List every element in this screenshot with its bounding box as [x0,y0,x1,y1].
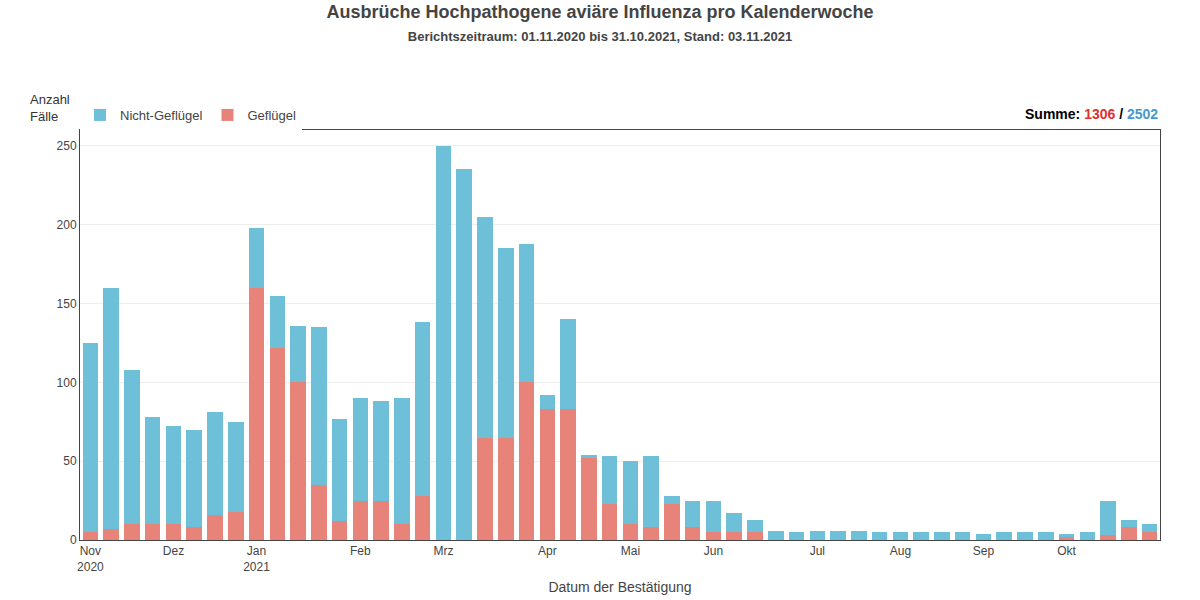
svg-text:Aug: Aug [890,544,911,558]
svg-text:Ausbrüche Hochpathogene aviäre: Ausbrüche Hochpathogene aviäre Influenza… [326,2,873,44]
svg-text:Mrz: Mrz [433,544,453,558]
svg-text:50: 50 [63,454,77,468]
svg-text:100: 100 [57,376,77,390]
svg-text:Feb: Feb [350,544,371,558]
svg-text:Dez: Dez [163,544,184,558]
svg-text:Mai: Mai [621,544,640,558]
svg-text:Summe: 1306 / 2502: Summe: 1306 / 2502 [1025,106,1158,122]
svg-text:Geflügel: Geflügel [247,108,296,123]
svg-text:150: 150 [57,297,77,311]
svg-text:Jan2021: Jan2021 [243,544,270,574]
svg-text:Nov2020: Nov2020 [77,544,104,574]
svg-text:Apr: Apr [538,544,557,558]
svg-text:200: 200 [57,218,77,232]
svg-text:0: 0 [70,533,77,547]
svg-text:Jul: Jul [810,544,825,558]
svg-text:250: 250 [57,139,77,153]
svg-text:Nicht-Geflügel: Nicht-Geflügel [120,108,202,123]
svg-text:AnzahlFälle: AnzahlFälle [30,92,70,124]
svg-text:Sep: Sep [973,544,995,558]
svg-text:Okt: Okt [1057,544,1076,558]
svg-text:Jun: Jun [704,544,723,558]
svg-text:Datum der Bestätigung: Datum der Bestätigung [548,579,691,595]
